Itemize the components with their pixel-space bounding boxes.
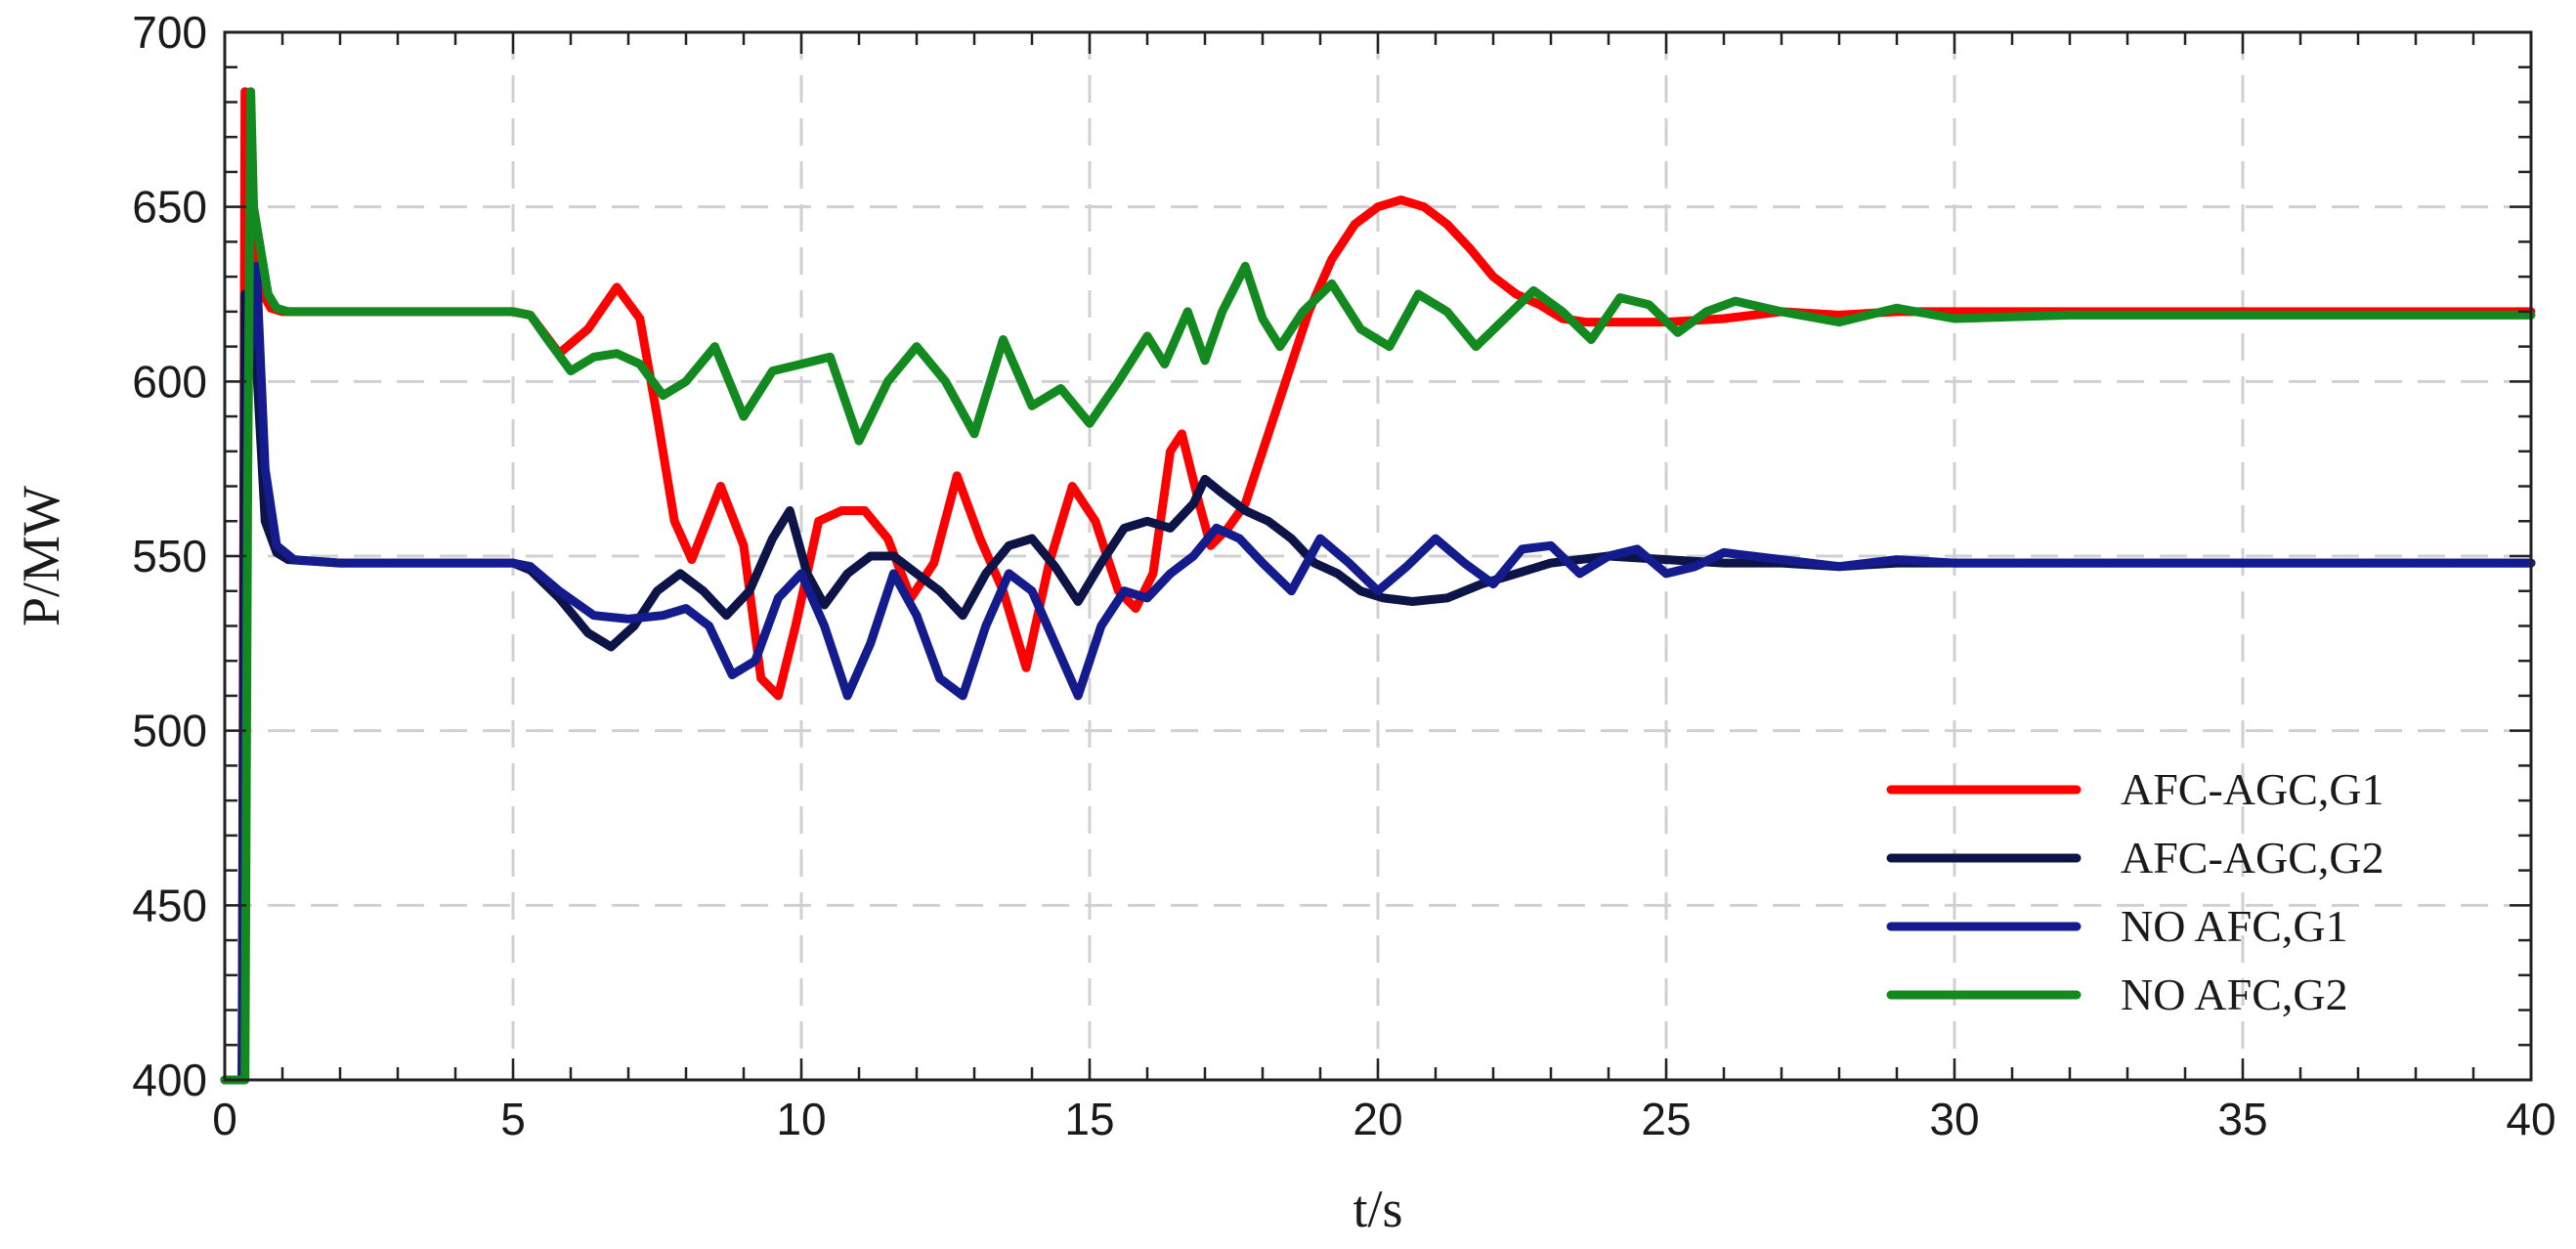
y-tick-label-6: 700 xyxy=(132,7,207,58)
series-lines xyxy=(220,87,2536,1085)
x-axis-title: t/s xyxy=(1352,1180,1402,1238)
x-tick-label-8: 40 xyxy=(2506,1094,2555,1144)
legend-label-2: NO AFC,G1 xyxy=(2121,901,2348,951)
x-tick-label-5: 25 xyxy=(1641,1094,1691,1144)
y-tick-label-2: 500 xyxy=(132,706,207,756)
y-axis-title: P/MW xyxy=(12,486,70,626)
x-tick-label-1: 5 xyxy=(500,1094,526,1144)
legend-item-0: AFC-AGC,G1 xyxy=(1886,764,2384,814)
x-tick-label-4: 20 xyxy=(1352,1094,1402,1144)
tick-labels: 0 5 10 15 20 25 30 35 40 400 450 500 550 600 650 700 xyxy=(132,7,2555,1144)
series-line-3 xyxy=(220,87,2536,1085)
y-tick-label-3: 550 xyxy=(132,531,207,581)
axis-ticks xyxy=(223,30,2533,1082)
x-tick-label-3: 15 xyxy=(1064,1094,1114,1144)
y-tick-label-0: 400 xyxy=(132,1055,207,1105)
legend-item-1: AFC-AGC,G2 xyxy=(1886,833,2384,883)
x-tick-label-2: 10 xyxy=(776,1094,826,1144)
series-line-2 xyxy=(220,261,2536,1085)
x-tick-label-7: 35 xyxy=(2217,1094,2267,1144)
legend-label-1: AFC-AGC,G2 xyxy=(2121,833,2384,883)
y-tick-label-5: 650 xyxy=(132,182,207,233)
y-tick-label-1: 450 xyxy=(132,880,207,930)
y-tick-label-4: 600 xyxy=(132,356,207,407)
legend-item-3: NO AFC,G2 xyxy=(1886,969,2348,1019)
x-tick-label-0: 0 xyxy=(212,1094,237,1144)
x-tick-label-6: 30 xyxy=(1929,1094,1979,1144)
legend-label-0: AFC-AGC,G1 xyxy=(2121,764,2384,814)
legend: AFC-AGC,G1 AFC-AGC,G2 NO AFC,G1 NO AFC,G… xyxy=(1886,764,2384,1019)
legend-item-2: NO AFC,G1 xyxy=(1886,901,2348,951)
legend-label-3: NO AFC,G2 xyxy=(2121,969,2348,1019)
